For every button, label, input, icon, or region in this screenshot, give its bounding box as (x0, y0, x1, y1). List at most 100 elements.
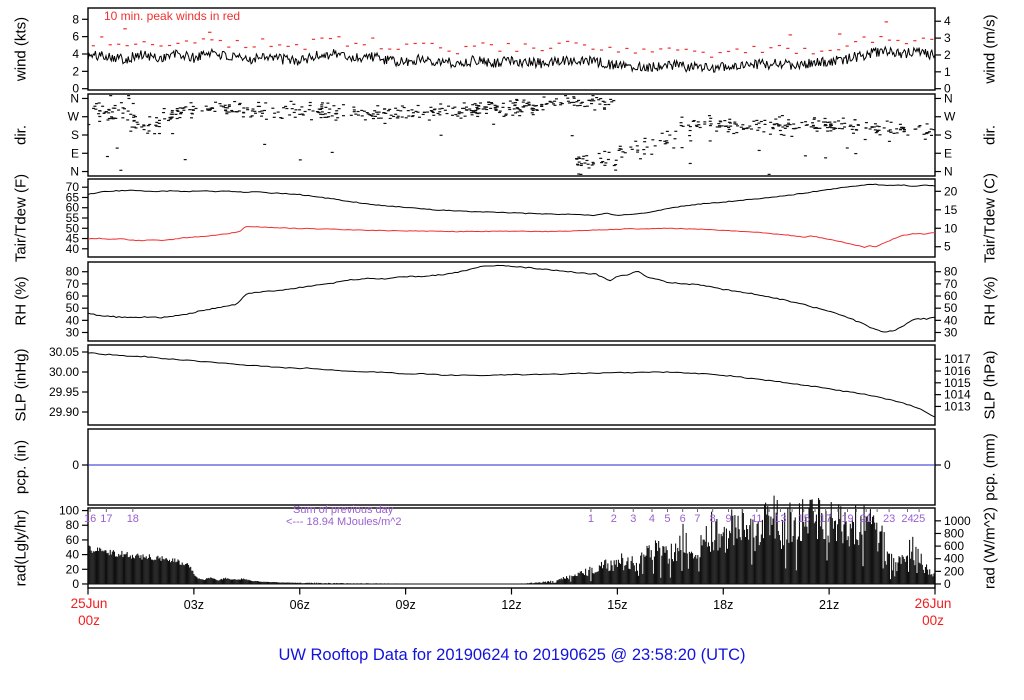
axis-title-rad-lgly: rad(Lgly/hr) (12, 509, 30, 587)
panel-wind: 0 2 4 6 8 0 1 2 3 4 (72, 7, 951, 96)
axis-title-pcp-in: pcp. (in) (12, 439, 30, 495)
svg-text:3: 3 (630, 513, 636, 525)
svg-text:30.05: 30.05 (49, 345, 79, 359)
svg-text:15z: 15z (607, 598, 627, 612)
svg-text:15: 15 (944, 203, 958, 217)
svg-text:6: 6 (72, 30, 79, 44)
series-dew-point-F (87, 226, 936, 248)
series-wind-direction-deg (87, 95, 936, 175)
svg-text:80: 80 (66, 518, 80, 532)
start-date-label: 25Jun (70, 596, 108, 611)
svg-text:5: 5 (664, 513, 670, 525)
svg-text:12z: 12z (501, 598, 521, 612)
svg-text:W: W (944, 110, 956, 124)
svg-text:2: 2 (944, 48, 951, 62)
svg-text:1013: 1013 (944, 399, 971, 413)
axis-title-rh-right: RH (%) (981, 276, 999, 326)
end-time-label: 00z (922, 613, 944, 628)
axis-title-dir-right: dir. (981, 124, 999, 146)
svg-text:1015: 1015 (944, 376, 971, 390)
svg-text:4: 4 (649, 513, 655, 525)
svg-text:30: 30 (66, 325, 80, 339)
svg-text:17: 17 (819, 513, 831, 525)
svg-text:8: 8 (72, 12, 79, 26)
end-date-label: 26Jun (914, 596, 952, 611)
svg-text:16: 16 (84, 513, 96, 525)
svg-text:2: 2 (72, 64, 79, 78)
svg-text:3: 3 (944, 31, 951, 45)
svg-text:1016: 1016 (944, 364, 971, 378)
svg-text:19: 19 (841, 513, 853, 525)
series-solar-radiation-lgly-hr (87, 495, 935, 584)
svg-text:70: 70 (944, 277, 958, 291)
axis-title-dir-left: dir. (12, 124, 30, 146)
svg-text:4: 4 (72, 47, 79, 61)
svg-text:0: 0 (72, 82, 79, 96)
svg-text:60: 60 (944, 289, 958, 303)
svg-text:800: 800 (944, 526, 964, 540)
svg-text:200: 200 (944, 564, 964, 578)
svg-text:40: 40 (66, 313, 80, 327)
svg-text:40: 40 (944, 313, 958, 327)
series-sea-level-pressure-inHg (87, 352, 936, 418)
time-axis: 03z 06z 09z 12z 15z 18z 21z (87, 588, 936, 612)
svg-text:21: 21 (860, 513, 872, 525)
axis-title-wind-kts: wind (kts) (12, 16, 30, 82)
svg-text:10: 10 (944, 221, 958, 235)
svg-text:5: 5 (944, 240, 951, 254)
svg-text:24: 24 (901, 513, 913, 525)
svg-text:600: 600 (944, 539, 964, 553)
svg-text:23: 23 (883, 513, 895, 525)
svg-text:W: W (68, 110, 80, 124)
svg-text:45: 45 (66, 232, 80, 246)
svg-text:400: 400 (944, 552, 964, 566)
svg-text:7: 7 (694, 513, 700, 525)
svg-text:03z: 03z (184, 598, 204, 612)
figure-title: UW Rooftop Data for 20190624 to 20190625… (278, 646, 746, 664)
svg-text:11: 11 (751, 513, 762, 525)
svg-text:18z: 18z (713, 598, 733, 612)
svg-text:0: 0 (72, 577, 79, 591)
axis-title-temp-c: Tair/Tdew (C) (981, 172, 999, 264)
svg-text:1: 1 (944, 65, 951, 79)
axis-title-rad-wm2: rad (W/m^2) (981, 506, 999, 590)
series-air-temp-F (87, 183, 936, 217)
svg-text:25: 25 (913, 513, 925, 525)
svg-text:06z: 06z (290, 598, 310, 612)
series-mean-wind-kts (87, 45, 936, 73)
sum-prev-day-label: Sum of previous day (293, 504, 394, 516)
svg-text:13: 13 (774, 513, 786, 525)
svg-text:0: 0 (944, 458, 951, 472)
series-relative-humidity-pct (87, 264, 936, 333)
svg-text:30.00: 30.00 (49, 365, 79, 379)
svg-text:S: S (944, 128, 952, 142)
svg-text:8: 8 (710, 513, 716, 525)
svg-text:65: 65 (66, 190, 80, 204)
svg-text:N: N (944, 165, 953, 179)
svg-text:N: N (70, 165, 79, 179)
axis-title-wind-ms: wind (m/s) (981, 14, 999, 84)
svg-text:09z: 09z (396, 598, 416, 612)
svg-text:0: 0 (72, 458, 79, 472)
panel-wind-axes: 0 2 4 6 8 0 1 2 3 4 (72, 12, 951, 95)
svg-text:50: 50 (66, 301, 80, 315)
svg-text:40: 40 (66, 242, 80, 256)
svg-text:60: 60 (66, 533, 80, 547)
axis-title-slp-inhg: SLP (inHg) (12, 348, 30, 422)
svg-text:N: N (944, 91, 953, 105)
svg-text:S: S (71, 128, 79, 142)
axis-title-slp-hpa: SLP (hPa) (981, 350, 999, 420)
axis-title-temp-f: Tair/Tdew (F) (12, 173, 30, 263)
axis-title-pcp-mm: pcp. (mm) (981, 433, 999, 501)
